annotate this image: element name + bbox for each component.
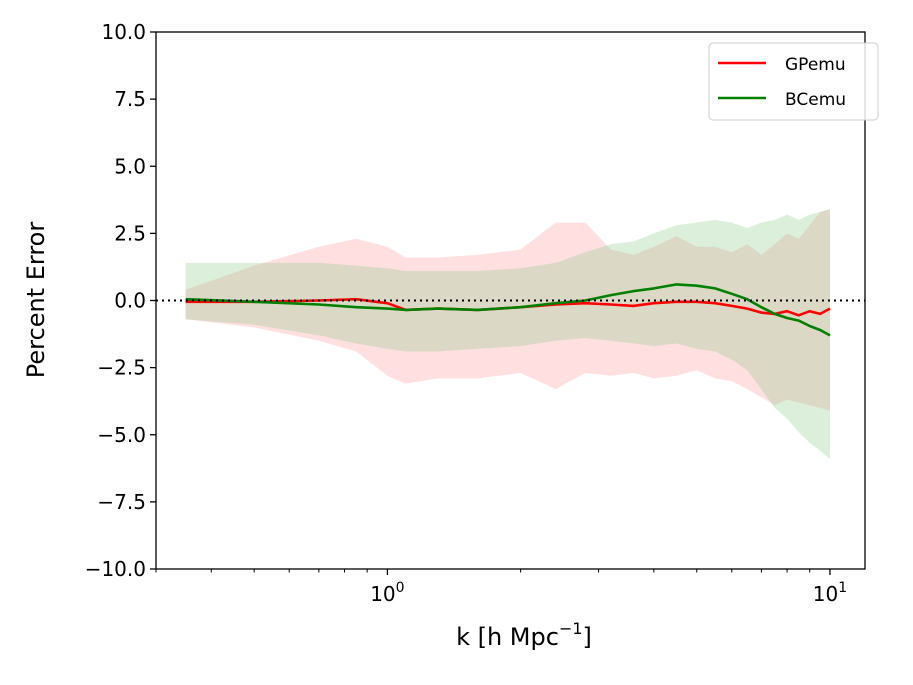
y-tick-label: 5.0 [114,154,146,178]
y-tick-label: −2.5 [97,356,146,380]
band-gpemu [185,209,831,411]
y-axis-label: Percent Error [22,222,50,379]
legend-label-gpemu: GPemu [785,55,846,75]
x-tick-label-exponent: 0 [396,580,405,596]
band-bcemu [185,209,831,459]
x-axis-label: k [h Mpc−1] [456,619,592,651]
series-lines [185,283,831,337]
x-axis-ticks: 100 101 [155,569,847,606]
y-tick-label: −10.0 [85,557,146,581]
y-tick-label: −5.0 [97,423,146,447]
x-tick-label-base: 10 [370,582,395,606]
uncertainty-bands [185,209,831,459]
line-gpemu [185,297,831,317]
x-tick-label-exponent: 1 [838,580,847,596]
y-tick-label: −7.5 [97,490,146,514]
x-tick-label: 100 [370,580,404,606]
legend-label-bcemu: BCemu [785,90,846,110]
y-tick-label: 2.5 [114,221,146,245]
x-tick-label-base: 10 [813,582,838,606]
legend: GPemu BCemu [708,42,879,121]
x-axis-label-close: ] [583,623,592,651]
y-tick-label: 0.0 [114,289,146,313]
x-axis-label-text: k [h Mpc [456,623,559,651]
x-axis-label-superscript: −1 [559,619,583,638]
y-tick-label: 7.5 [114,87,146,111]
line-bcemu [185,283,831,337]
x-tick-label: 101 [813,580,847,606]
y-tick-label: 10.0 [101,20,146,44]
y-axis-ticks: 10.0 7.5 5.0 2.5 0.0 −2.5 −5.0 −7.5 −10.0 [85,20,156,581]
